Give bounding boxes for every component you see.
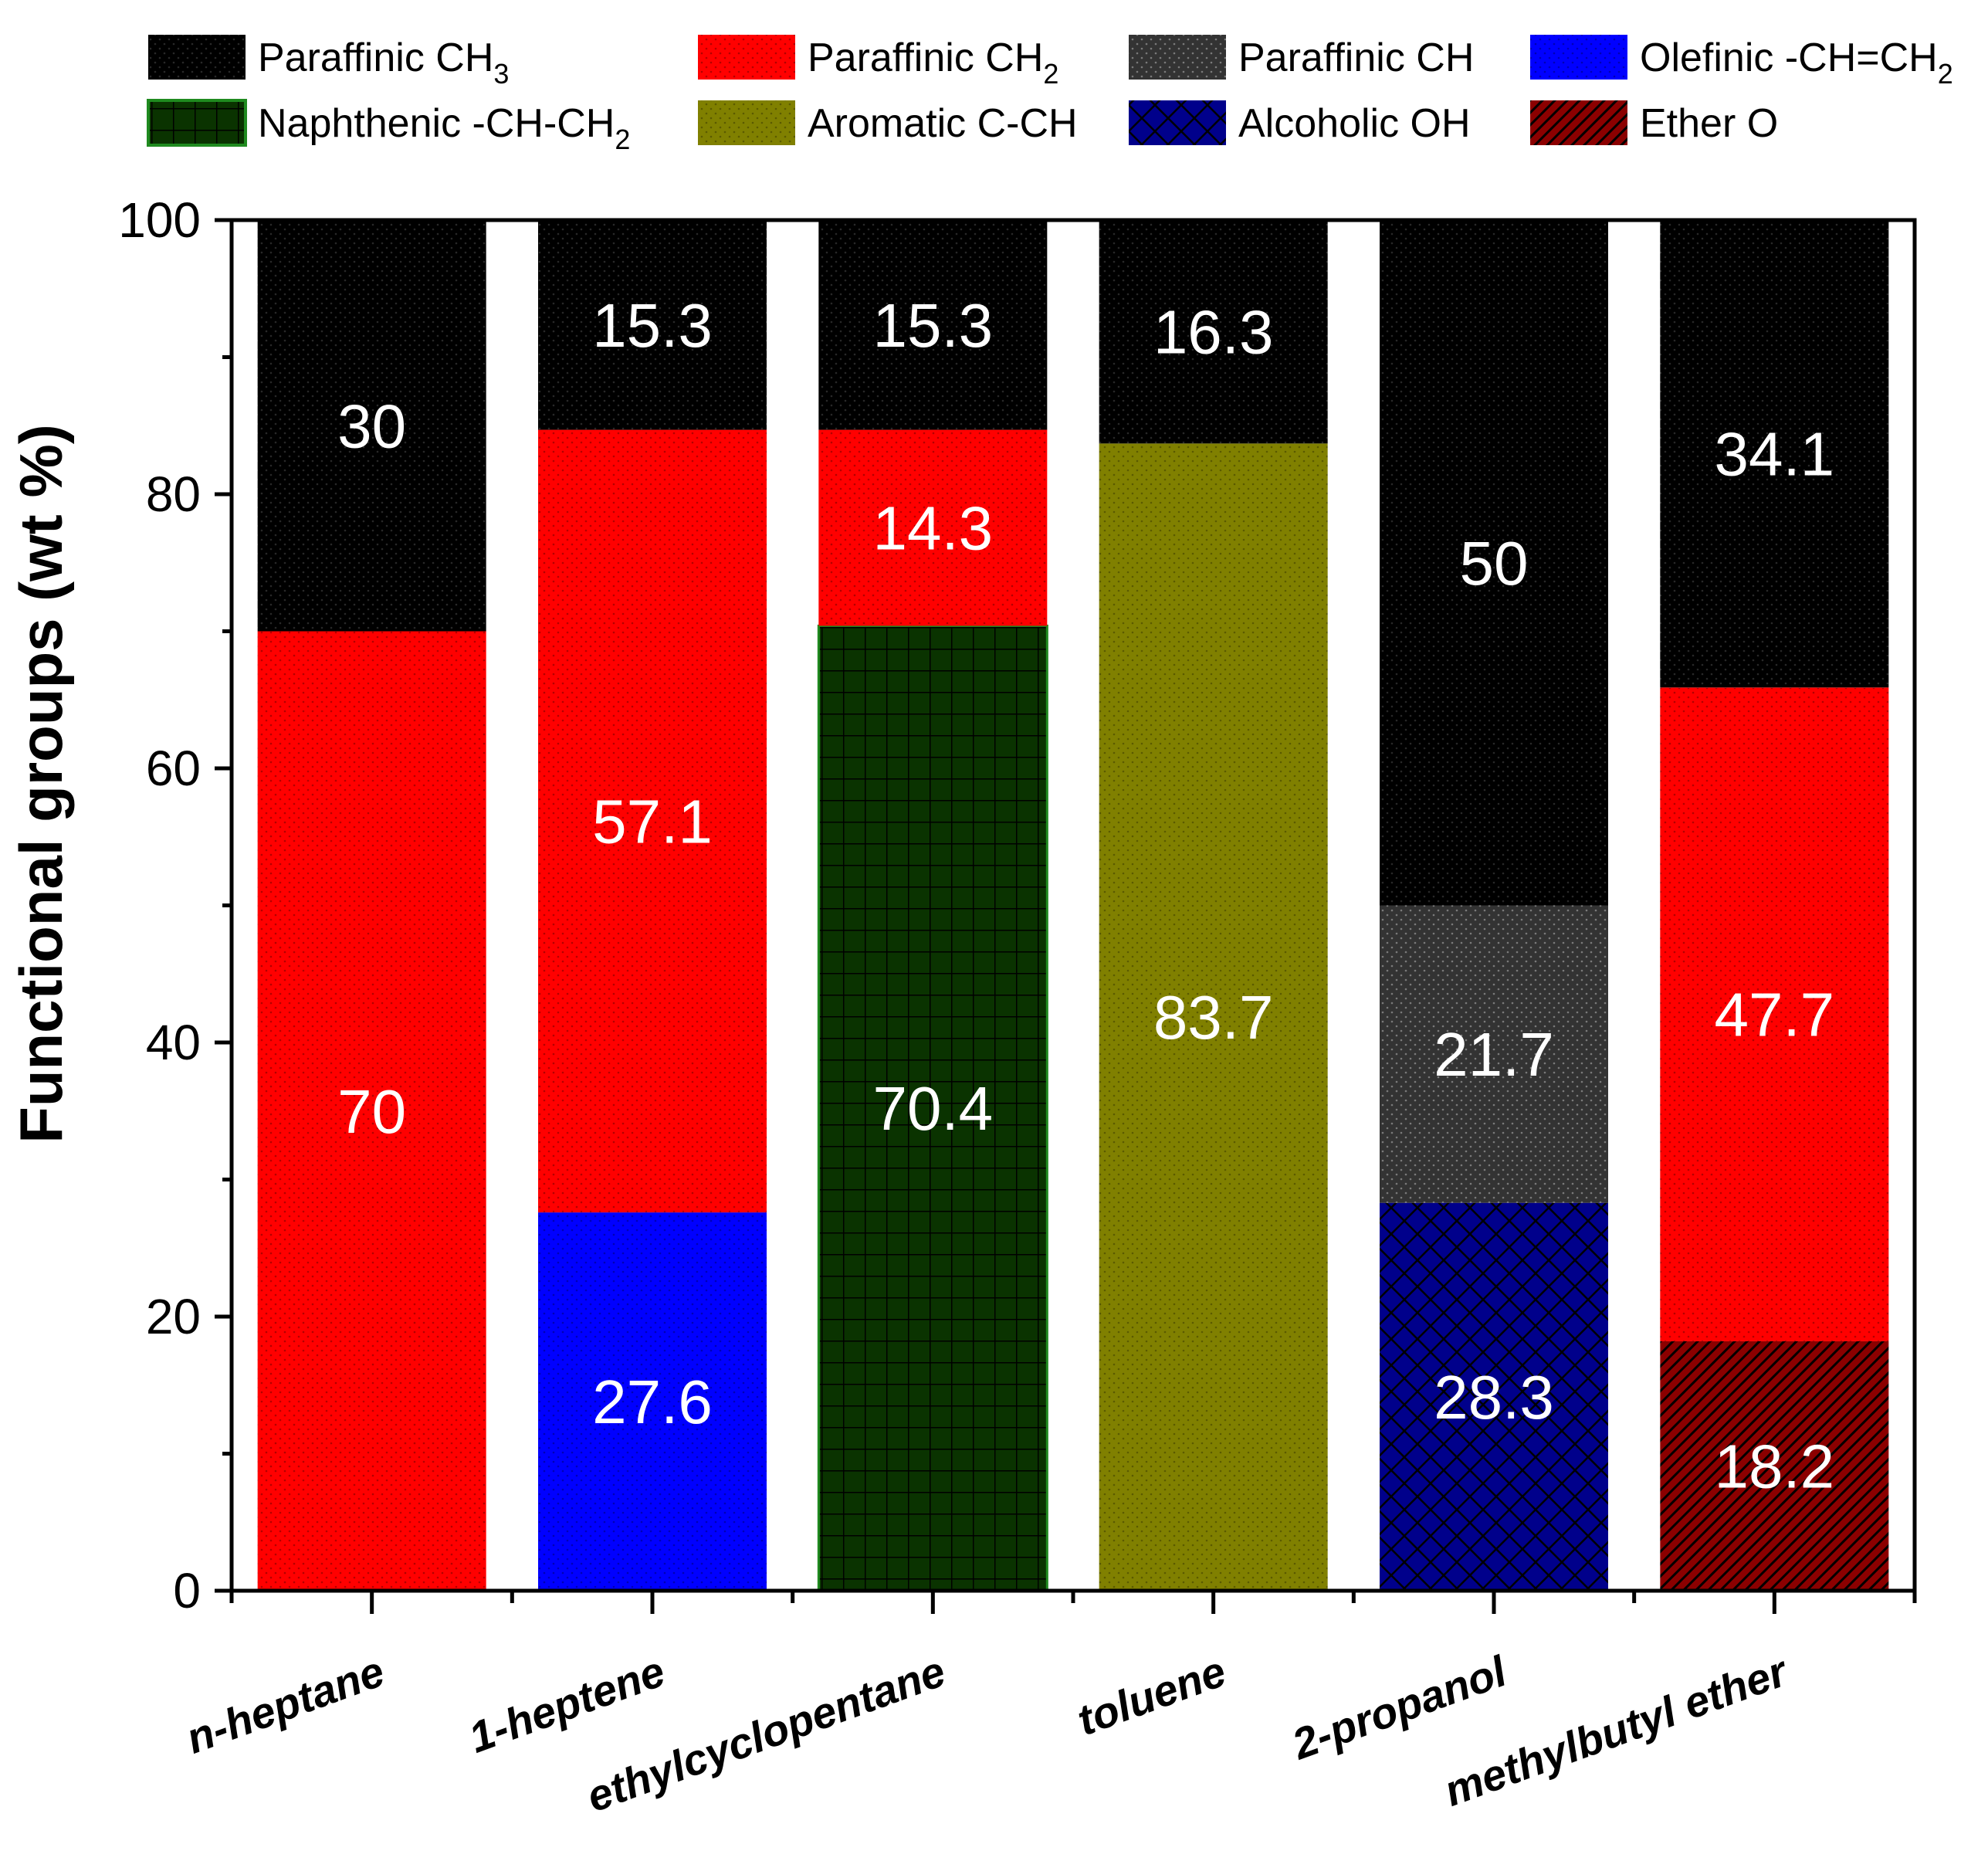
bar-toluene-paraffinic-ch3 <box>1099 220 1328 444</box>
legend-swatch <box>698 100 795 145</box>
legend-item-alcoholic-oh: Alcoholic OH <box>1129 100 1471 146</box>
data-label-ethylcyclopentane-3: 70.4 <box>872 1074 993 1143</box>
data-label-toluene-1: 16.3 <box>1153 298 1274 367</box>
y-tick-label: 0 <box>173 1563 201 1619</box>
data-label-2-propanol-3: 28.3 <box>1434 1363 1554 1432</box>
legend-swatch <box>1530 35 1627 80</box>
data-label-methylbutyl-ether-3: 18.2 <box>1714 1432 1834 1500</box>
legend-label: Aromatic C-CH <box>808 101 1078 146</box>
legend-label: Ether O <box>1640 101 1778 146</box>
legend-swatch <box>148 35 246 80</box>
legend-swatch <box>1129 100 1226 145</box>
data-label-n-heptane-1: 30 <box>337 392 406 460</box>
bar-toluene-aromatic-c-ch <box>1099 443 1328 1592</box>
bar-methylbutyl-ether-paraffinic-ch2 <box>1660 687 1889 1341</box>
y-axis-title: Functional groups (wt %) <box>7 424 75 1144</box>
data-label-ethylcyclopentane-1: 15.3 <box>872 291 993 360</box>
legend-label: Paraffinic CH <box>1238 36 1474 80</box>
legend-label: Naphthenic -CH-CH2 <box>258 101 630 155</box>
y-tick-label: 20 <box>146 1289 201 1344</box>
y-tick-label: 100 <box>118 192 201 248</box>
bar-2-propanol-alcoholic-oh <box>1380 1202 1608 1591</box>
legend-item-olefinic-ch-ch2: Olefinic -CH=CH2 <box>1530 35 1953 90</box>
legend-item-aromatic-c-ch: Aromatic C-CH <box>698 100 1078 146</box>
bars-group <box>257 220 1889 1592</box>
legend-swatch <box>1129 35 1226 80</box>
bar-n-heptane-paraffinic-ch3 <box>257 220 486 632</box>
legend-item-naphthenic-ch-ch2: Naphthenic -CH-CH2 <box>147 99 630 155</box>
x-category-label-1-heptene: 1-heptene <box>462 1646 671 1762</box>
data-label-1-heptene-1: 15.3 <box>592 291 713 360</box>
x-category-label-2-propanol: 2-propanol <box>1285 1646 1514 1769</box>
legend-label: Alcoholic OH <box>1238 101 1471 146</box>
bar-1-heptene-paraffinic-ch3 <box>538 220 767 430</box>
bar-1-heptene-olefinic-ch-ch2 <box>538 1212 767 1591</box>
bar-n-heptane-paraffinic-ch2 <box>257 631 486 1591</box>
data-label-n-heptane-2: 70 <box>337 1077 406 1146</box>
y-tick-label: 60 <box>146 741 201 796</box>
legend-item-paraffinic-ch2: Paraffinic CH2 <box>698 35 1058 90</box>
data-label-methylbutyl-ether-2: 47.7 <box>1714 981 1834 1049</box>
legend-label: Olefinic -CH=CH2 <box>1640 36 1953 90</box>
legend: Paraffinic CH3 Paraffinic CH2 Paraffinic C… <box>147 35 1953 155</box>
data-label-1-heptene-2: 57.1 <box>592 787 713 856</box>
legend-swatch <box>147 99 247 147</box>
bar-2-propanol-paraffinic-ch3 <box>1380 220 1608 906</box>
bar-ethylcyclopentane-paraffinic-ch2 <box>818 429 1048 626</box>
data-label-toluene-2: 83.7 <box>1153 983 1274 1052</box>
legend-item-paraffinic-ch3: Paraffinic CH3 <box>148 35 509 90</box>
y-tick-label: 80 <box>146 466 201 522</box>
legend-swatch <box>1530 100 1627 145</box>
y-tick-label: 40 <box>146 1015 201 1070</box>
data-label-2-propanol-1: 50 <box>1460 529 1529 598</box>
data-label-ethylcyclopentane-2: 14.3 <box>872 493 993 562</box>
bar-ethylcyclopentane-paraffinic-ch3 <box>818 220 1048 430</box>
bar-2-propanol-paraffinic-ch <box>1380 905 1608 1203</box>
legend-item-ether-o: Ether O <box>1530 100 1778 146</box>
legend-label: Paraffinic CH3 <box>258 36 509 90</box>
bar-methylbutyl-ether-paraffinic-ch3 <box>1660 220 1889 688</box>
data-labels-group: 30 70 15.3 57.1 27.6 15.3 14.3 70.4 16.3 83.7 50 21… <box>337 291 1834 1501</box>
legend-swatch <box>698 35 795 80</box>
data-label-1-heptene-3: 27.6 <box>592 1368 713 1436</box>
x-category-label-n-heptane: n-heptane <box>180 1646 391 1763</box>
bar-methylbutyl-ether-ether-o <box>1660 1341 1889 1591</box>
data-label-2-propanol-2: 21.7 <box>1434 1020 1554 1089</box>
bar-1-heptene-paraffinic-ch2 <box>538 429 767 1213</box>
bar-ethylcyclopentane-naphthenic-ch-ch2 <box>817 624 1048 1592</box>
legend-label: Paraffinic CH2 <box>808 36 1058 90</box>
legend-item-paraffinic-ch: Paraffinic CH <box>1129 35 1474 80</box>
x-category-label-toluene: toluene <box>1071 1646 1232 1744</box>
data-label-methylbutyl-ether-1: 34.1 <box>1714 420 1834 489</box>
